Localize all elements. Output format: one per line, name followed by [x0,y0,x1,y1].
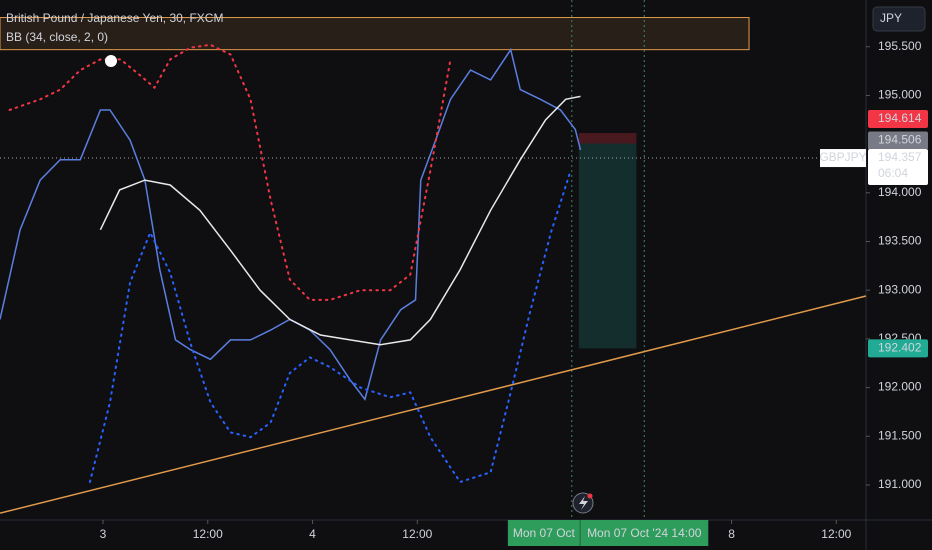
symbol-badge [820,149,866,168]
indicator-label: BB (34, close, 2, 0) [6,30,108,44]
trendline [0,295,867,514]
y-tick-label: 195.500 [878,39,922,53]
chart-title: British Pound / Japanese Yen, 30, FXCM [6,11,223,25]
target-zone [578,143,637,349]
stop-zone [578,133,637,144]
x-badge-label: Mon 07 Oct [513,526,576,540]
x-badge [507,520,580,546]
currency-button[interactable] [872,6,926,32]
y-tick-label: 192.000 [878,380,922,394]
x-tick-label: 12:00 [193,527,223,541]
x-tick-label: 3 [100,527,107,541]
y-tick-label: 193.000 [878,282,922,296]
series-line [88,171,572,484]
currency-label: JPY [880,11,902,25]
price-badge [868,110,928,129]
alert-dot [587,493,593,499]
countdown: 06:04 [878,166,908,180]
price-badge-label: 194.506 [878,133,922,147]
y-tick-label: 191.000 [878,477,922,491]
x-tick-label: 8 [728,527,735,541]
price-badge [868,131,928,150]
series-line [99,95,581,346]
price-badge-label: 194.614 [878,111,922,125]
price-badge [868,149,928,186]
price-badge-label: 192.402 [878,341,922,355]
bb-marker [105,55,117,67]
y-tick-label: 194.000 [878,185,922,199]
x-tick-label: 12:00 [821,527,851,541]
symbol-label: GBPJPY [819,150,866,164]
x-tick-label: 4 [309,527,316,541]
lightning-icon [579,496,588,510]
price-badge-label: 194.357 [878,150,922,164]
x-badge [580,520,709,546]
plot-background [0,0,866,520]
x-badge-label: Mon 07 Oct '24 14:00 [587,526,702,540]
zone-box [0,17,750,51]
price-badge [868,339,928,358]
x-tick-label: 12:00 [402,527,432,541]
y-tick-label: 191.500 [878,428,922,442]
y-tick-label: 195.000 [878,88,922,102]
y-tick-label: 193.500 [878,234,922,248]
plot [0,0,867,520]
